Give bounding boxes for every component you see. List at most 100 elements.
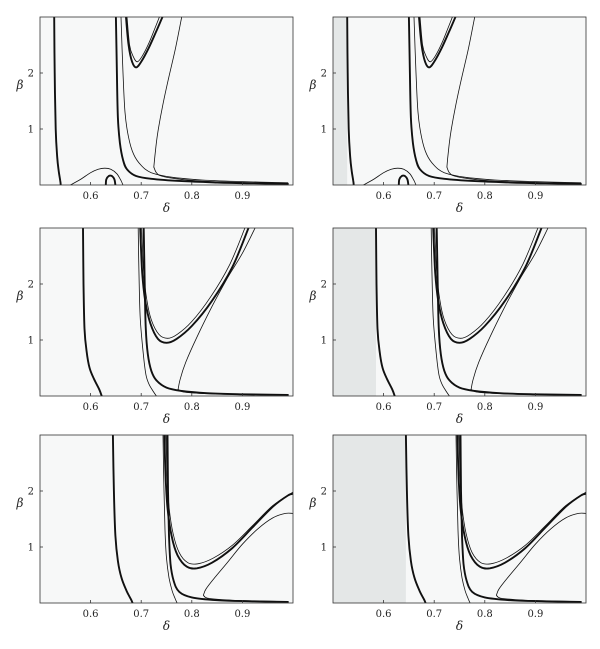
plot-frame xyxy=(332,16,587,186)
x-tick-label: 0.7 xyxy=(426,402,442,413)
thin-curve-6 xyxy=(203,512,293,596)
x-axis-label: δ xyxy=(456,619,463,633)
chart-panel-6: 0.6 0.7 0.8 0.9 1 2 δ β xyxy=(309,434,587,633)
thin-curve-7 xyxy=(177,388,289,396)
x-axis-label: δ xyxy=(163,412,170,426)
chart-panel-3: 0.6 0.7 0.8 0.9 1 2 δ β xyxy=(16,227,294,426)
thin-curve-5 xyxy=(430,228,450,396)
plot-frame xyxy=(39,434,294,604)
x-tick-label: 0.6 xyxy=(83,191,99,202)
thick-curve-3 xyxy=(432,228,543,344)
x-tick-label: 0.8 xyxy=(184,609,200,620)
x-tick-label: 0.8 xyxy=(184,191,200,202)
thick-curve-3 xyxy=(125,17,164,69)
y-tick-label: 2 xyxy=(321,487,327,498)
thin-curve-6 xyxy=(153,17,183,168)
y-axis-label: β xyxy=(309,289,317,303)
chart-panel-4: 0.6 0.7 0.8 0.9 1 2 δ β xyxy=(309,227,587,426)
x-tick-label: 0.9 xyxy=(527,402,543,413)
curve-group xyxy=(53,17,289,185)
y-tick-label: 2 xyxy=(28,280,34,291)
plot-frame xyxy=(39,16,294,186)
y-tick-label: 1 xyxy=(321,543,327,554)
curve-group xyxy=(82,228,289,396)
x-axis-label: δ xyxy=(163,619,170,633)
thin-curve-8 xyxy=(70,167,124,185)
y-axis-label: β xyxy=(16,78,24,92)
y-tick-label: 1 xyxy=(321,336,327,347)
thin-curve-6 xyxy=(470,228,549,390)
y-tick-label: 1 xyxy=(321,125,327,136)
x-axis-label: δ xyxy=(456,201,463,215)
x-tick-label: 0.7 xyxy=(133,402,149,413)
curve-group xyxy=(404,435,586,603)
plot-frame xyxy=(332,434,587,604)
x-axis-label: δ xyxy=(456,412,463,426)
x-tick-label: 0.9 xyxy=(234,402,250,413)
thick-curve-9 xyxy=(397,174,410,185)
x-tick-label: 0.8 xyxy=(477,402,493,413)
x-tick-label: 0.6 xyxy=(83,609,99,620)
y-tick-label: 2 xyxy=(28,487,34,498)
thin-curve-5 xyxy=(120,17,289,184)
x-tick-label: 0.6 xyxy=(376,402,392,413)
chart-panel-5: 0.6 0.7 0.8 0.9 1 2 δ β xyxy=(16,434,294,633)
thick-curve-2 xyxy=(407,17,582,185)
plot-area xyxy=(40,228,293,396)
thin-curve-4 xyxy=(141,228,246,339)
curve-group xyxy=(375,228,582,396)
chart-panel-2: 0.6 0.7 0.8 0.9 1 2 δ β xyxy=(309,16,587,215)
thick-curve-1 xyxy=(111,435,134,603)
thin-curve-4 xyxy=(458,435,586,565)
x-tick-label: 0.6 xyxy=(83,402,99,413)
thin-curve-5 xyxy=(162,435,178,603)
y-tick-label: 1 xyxy=(28,125,34,136)
y-axis-label: β xyxy=(16,289,24,303)
plot-frame xyxy=(332,227,587,397)
thick-curve-3 xyxy=(139,228,250,344)
thick-curve-1 xyxy=(82,228,103,396)
thin-curve-8 xyxy=(363,167,417,185)
plot-frame xyxy=(39,227,294,397)
y-tick-label: 2 xyxy=(28,69,34,80)
y-axis-label: β xyxy=(16,496,24,510)
thin-curve-7 xyxy=(203,594,289,602)
x-tick-label: 0.6 xyxy=(376,609,392,620)
thick-curve-9 xyxy=(104,174,117,185)
thin-curve-5 xyxy=(137,228,157,396)
x-tick-label: 0.7 xyxy=(426,191,442,202)
x-tick-label: 0.7 xyxy=(133,609,149,620)
thin-curve-5 xyxy=(455,435,471,603)
x-tick-label: 0.9 xyxy=(527,609,543,620)
thin-curve-6 xyxy=(177,228,256,390)
y-tick-label: 2 xyxy=(321,280,327,291)
y-tick-label: 2 xyxy=(321,69,327,80)
x-tick-label: 0.8 xyxy=(184,402,200,413)
curve-group xyxy=(111,435,293,603)
x-axis-label: δ xyxy=(163,201,170,215)
x-tick-label: 0.9 xyxy=(234,191,250,202)
y-tick-label: 1 xyxy=(28,543,34,554)
thick-curve-1 xyxy=(375,228,396,396)
thick-curve-1 xyxy=(53,17,62,185)
thin-curve-7 xyxy=(470,388,582,396)
y-axis-label: β xyxy=(309,78,317,92)
thin-curve-4 xyxy=(165,435,293,565)
plot-area xyxy=(333,17,586,185)
x-tick-label: 0.7 xyxy=(426,609,442,620)
thick-curve-3 xyxy=(418,17,457,69)
y-axis-label: β xyxy=(309,496,317,510)
chart-panel-1: 0.6 0.7 0.8 0.9 1 2 δ β xyxy=(16,16,294,215)
plot-area xyxy=(40,17,293,185)
x-tick-label: 0.6 xyxy=(376,191,392,202)
thick-curve-2 xyxy=(114,17,289,185)
x-tick-label: 0.7 xyxy=(133,191,149,202)
x-tick-label: 0.8 xyxy=(477,609,493,620)
thin-curve-4 xyxy=(434,228,539,339)
x-tick-label: 0.8 xyxy=(477,191,493,202)
thin-curve-6 xyxy=(496,512,586,596)
thick-curve-1 xyxy=(404,435,427,603)
x-tick-label: 0.9 xyxy=(234,609,250,620)
shaded-region xyxy=(333,435,406,603)
